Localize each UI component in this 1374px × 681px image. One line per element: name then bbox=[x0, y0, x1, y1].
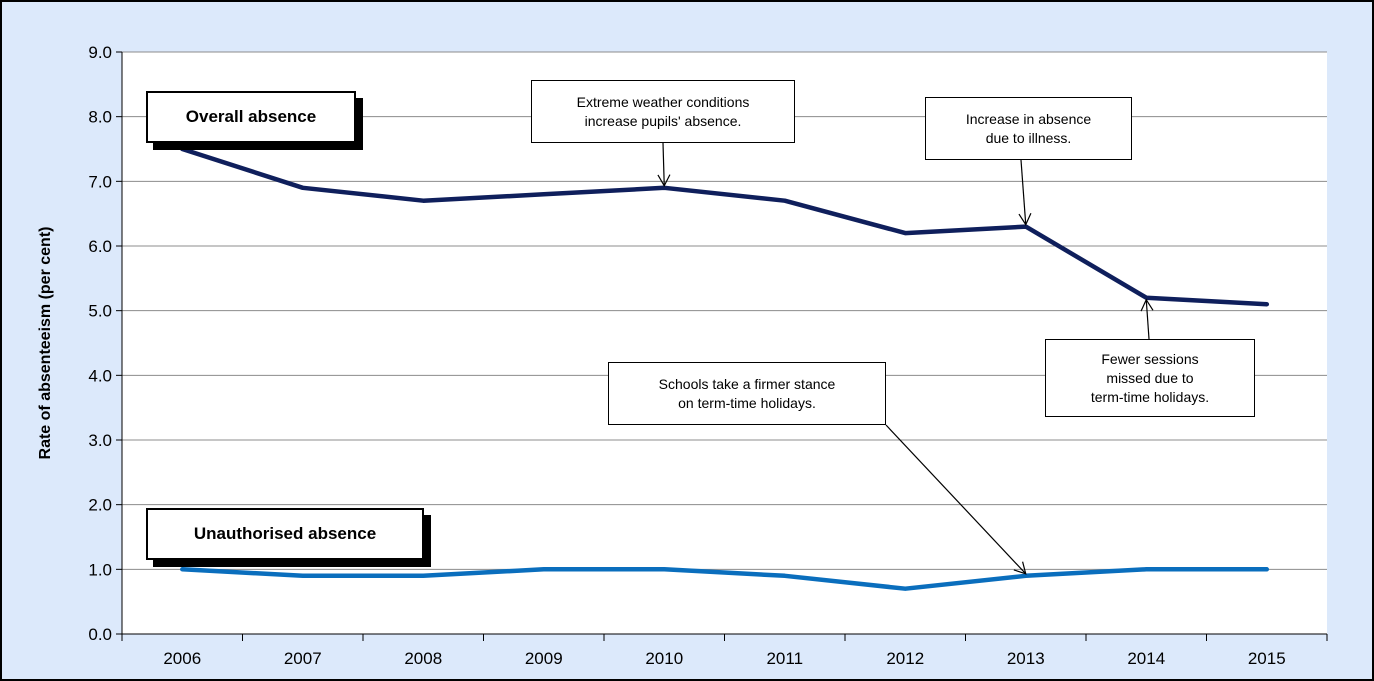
callout-text-line: Schools take a firmer stance bbox=[658, 375, 836, 392]
overall-absence-line bbox=[180, 146, 1270, 307]
callout-text-line: Increase in absence bbox=[965, 110, 1092, 127]
fewer-sessions-callout: Fewer sessions missed due to term-time hol… bbox=[1045, 339, 1255, 417]
y-tick-label: 4.0 bbox=[88, 366, 112, 385]
callout-text-line: Fewer sessions bbox=[1101, 350, 1199, 367]
callout-text-line: missed due to bbox=[1106, 369, 1194, 386]
y-tick-label: 9.0 bbox=[88, 43, 112, 62]
unauthorised-absence-label: Unauthorised absence bbox=[146, 508, 424, 560]
x-tick-label: 2009 bbox=[525, 649, 563, 668]
callout-text-line: on term-time holidays. bbox=[678, 394, 816, 411]
firmer-stance-callout-arrow bbox=[885, 424, 1027, 575]
y-tick-label: 0.0 bbox=[88, 625, 112, 644]
x-tick-label: 2006 bbox=[163, 649, 201, 668]
callout-text-line: increase pupils' absence. bbox=[584, 112, 742, 129]
x-tick-label: 2013 bbox=[1007, 649, 1045, 668]
y-tick-label: 7.0 bbox=[88, 172, 112, 191]
y-tick-label: 3.0 bbox=[88, 431, 112, 450]
y-tick-label: 6.0 bbox=[88, 237, 112, 256]
callout-text-line: Extreme weather conditions bbox=[576, 93, 750, 110]
x-tick-label: 2011 bbox=[766, 649, 803, 668]
x-tick-label: 2014 bbox=[1127, 649, 1165, 668]
illness-callout-arrow bbox=[1018, 159, 1032, 226]
firmer-stance-callout: Schools take a firmer stance on term-time… bbox=[608, 362, 886, 425]
y-tick-label: 5.0 bbox=[88, 302, 112, 321]
overall-absence-label: Overall absence bbox=[146, 91, 356, 143]
callout-text-line: due to illness. bbox=[985, 129, 1072, 146]
x-tick-label: 2008 bbox=[404, 649, 442, 668]
callout-text-line: term-time holidays. bbox=[1090, 388, 1210, 405]
y-tick-label: 1.0 bbox=[88, 560, 112, 579]
x-tick-label: 2007 bbox=[284, 649, 322, 668]
illness-callout: Increase in absence due to illness. bbox=[925, 97, 1132, 160]
axes: 0.0 1.0 2.0 3.0 4.0 5.0 6.0 7.0 8.0 9.0 2006 2007 20… bbox=[88, 43, 1328, 668]
unauthorised-absence-line bbox=[180, 567, 1270, 591]
x-tick-label: 2015 bbox=[1248, 649, 1286, 668]
x-tick-label: 2012 bbox=[886, 649, 924, 668]
y-axis-label: Rate of absenteeism (per cent) bbox=[37, 227, 54, 460]
x-tick-label: 2010 bbox=[645, 649, 683, 668]
weather-callout-arrow bbox=[657, 142, 671, 188]
fewer-sessions-callout-arrow bbox=[1140, 298, 1154, 340]
y-tick-label: 2.0 bbox=[88, 496, 112, 515]
annotation-arrows bbox=[657, 142, 1154, 575]
series-layer bbox=[180, 146, 1270, 591]
y-tick-label: 8.0 bbox=[88, 108, 112, 127]
weather-callout: Extreme weather conditions increase pupil… bbox=[531, 80, 795, 143]
